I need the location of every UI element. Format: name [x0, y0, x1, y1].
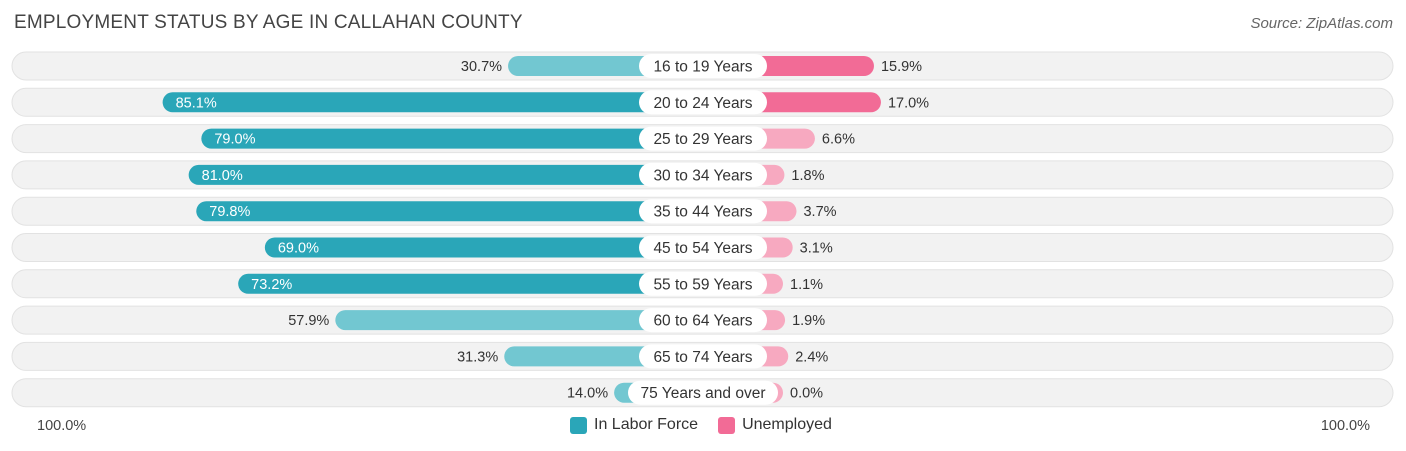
category-pill — [639, 199, 767, 224]
value-label-labor-force: 14.0% — [567, 386, 608, 402]
row-8: 31.3% 2.4% 65 to 74 Years — [11, 341, 1394, 371]
bar-labor-force — [196, 201, 703, 222]
category-label: 60 to 64 Years — [653, 313, 752, 330]
row-3: 81.0% 1.8% 30 to 34 Years — [11, 160, 1394, 190]
category-label: 35 to 44 Years — [653, 204, 752, 221]
row-2: 79.0% 6.6% 25 to 29 Years — [11, 124, 1394, 154]
legend-label-unemployed: Unemployed — [742, 416, 832, 433]
value-label-unemployed: 1.1% — [790, 277, 823, 293]
row-5: 69.0% 3.1% 45 to 54 Years — [11, 233, 1394, 262]
chart-title: EMPLOYMENT STATUS BY AGE IN CALLAHAN COU… — [14, 12, 523, 33]
value-label-labor-force: 73.2% — [251, 277, 292, 293]
row-7: 57.9% 1.9% 60 to 64 Years — [11, 305, 1394, 335]
value-label-labor-force: 79.8% — [209, 204, 250, 220]
category-pill — [639, 162, 767, 187]
value-label-labor-force: 81.0% — [202, 168, 243, 184]
legend-item-unemployed[interactable]: Unemployed — [718, 416, 832, 434]
value-label-unemployed: 15.9% — [881, 59, 922, 75]
value-label-labor-force: 79.0% — [214, 132, 255, 148]
legend-swatch-unemployed — [718, 416, 736, 434]
legend-label-labor-force: In Labor Force — [594, 416, 699, 433]
legend-swatch-labor-force — [570, 416, 587, 434]
category-pill — [639, 344, 767, 369]
category-label: 20 to 24 Years — [653, 95, 752, 112]
value-label-labor-force: 57.9% — [288, 313, 329, 329]
bar-labor-force — [162, 92, 704, 113]
legend: In Labor Force Unemployed — [570, 416, 852, 434]
category-label: 25 to 29 Years — [653, 131, 752, 148]
value-label-unemployed: 3.7% — [803, 204, 836, 220]
axis-left-label: 100.0% — [37, 418, 87, 434]
bar-labor-force — [238, 273, 703, 294]
value-label-unemployed: 0.0% — [790, 386, 823, 402]
category-label: 45 to 54 Years — [653, 240, 752, 257]
row-9: 14.0% 0.0% 75 Years and over — [11, 378, 1394, 408]
value-label-unemployed: 17.0% — [888, 95, 929, 111]
value-label-unemployed: 2.4% — [795, 349, 828, 365]
category-pill — [639, 126, 767, 151]
value-label-labor-force: 69.0% — [278, 241, 319, 257]
category-pill — [639, 235, 767, 260]
row-0: 30.7% 15.9% 16 to 19 Years — [11, 51, 1394, 81]
value-label-labor-force: 31.3% — [457, 349, 498, 365]
category-label: 30 to 34 Years — [653, 167, 752, 184]
value-label-unemployed: 1.9% — [792, 313, 825, 329]
category-label: 65 to 74 Years — [653, 349, 752, 366]
source-label: Source: ZipAtlas.com — [1250, 15, 1393, 32]
axis-right-label: 100.0% — [1320, 418, 1370, 434]
legend-item-labor-force[interactable]: In Labor Force — [570, 416, 698, 434]
value-label-unemployed: 1.8% — [791, 168, 824, 184]
category-label: 55 to 59 Years — [653, 276, 752, 293]
category-pill — [639, 90, 767, 115]
row-6: 73.2% 1.1% 55 to 59 Years — [11, 269, 1394, 299]
value-label-unemployed: 3.1% — [800, 241, 833, 257]
category-pill — [639, 271, 767, 296]
category-label: 75 Years and over — [641, 385, 766, 402]
category-pill — [628, 380, 778, 405]
value-label-unemployed: 6.6% — [822, 132, 855, 148]
category-label: 16 to 19 Years — [653, 59, 752, 76]
category-pill — [639, 54, 767, 78]
value-label-labor-force: 85.1% — [176, 95, 217, 111]
bar-labor-force — [188, 164, 703, 185]
value-label-labor-force: 30.7% — [461, 59, 502, 75]
bar-labor-force — [201, 128, 703, 149]
bar-labor-force — [264, 237, 703, 258]
bar-labor-force — [335, 310, 703, 331]
row-1: 85.1% 17.0% 20 to 24 Years — [11, 87, 1394, 117]
row-4: 79.8% 3.7% 35 to 44 Years — [11, 196, 1394, 226]
category-pill — [639, 308, 767, 333]
